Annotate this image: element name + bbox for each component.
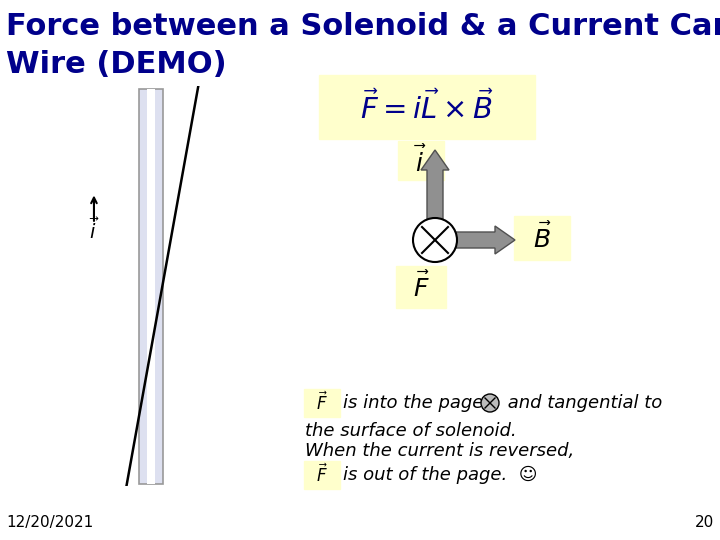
Text: When the current is reversed,: When the current is reversed, [305,442,575,460]
Text: 20: 20 [695,515,714,530]
Text: Force between a Solenoid & a Current Carrying: Force between a Solenoid & a Current Car… [6,12,720,41]
Text: $\vec{i}$: $\vec{i}$ [415,145,428,177]
Text: is into the page: is into the page [343,394,483,412]
FancyBboxPatch shape [319,75,535,139]
Text: 12/20/2021: 12/20/2021 [6,515,94,530]
Text: $\vec{F} = i\vec{L}\times\vec{B}$: $\vec{F} = i\vec{L}\times\vec{B}$ [360,91,494,125]
Text: $\vec{i}$: $\vec{i}$ [89,218,99,242]
FancyBboxPatch shape [514,216,570,260]
FancyArrow shape [443,226,515,254]
FancyBboxPatch shape [396,266,446,308]
Text: is out of the page.  ☺: is out of the page. ☺ [343,466,538,484]
Text: $\vec{F}$: $\vec{F}$ [316,392,328,414]
Text: Wire (DEMO): Wire (DEMO) [6,50,227,79]
FancyBboxPatch shape [398,141,444,180]
Text: $\vec{F}$: $\vec{F}$ [413,272,429,302]
Bar [147,89,155,483]
Text: $\vec{B}$: $\vec{B}$ [533,223,552,253]
Circle shape [413,218,457,262]
FancyBboxPatch shape [304,389,340,417]
Circle shape [481,394,499,412]
Text: and tangential to: and tangential to [502,394,662,412]
Text: the surface of solenoid.: the surface of solenoid. [305,422,517,440]
Bar [139,89,163,483]
FancyArrow shape [421,150,449,222]
FancyBboxPatch shape [304,461,340,489]
Text: $\vec{F}$: $\vec{F}$ [316,464,328,486]
